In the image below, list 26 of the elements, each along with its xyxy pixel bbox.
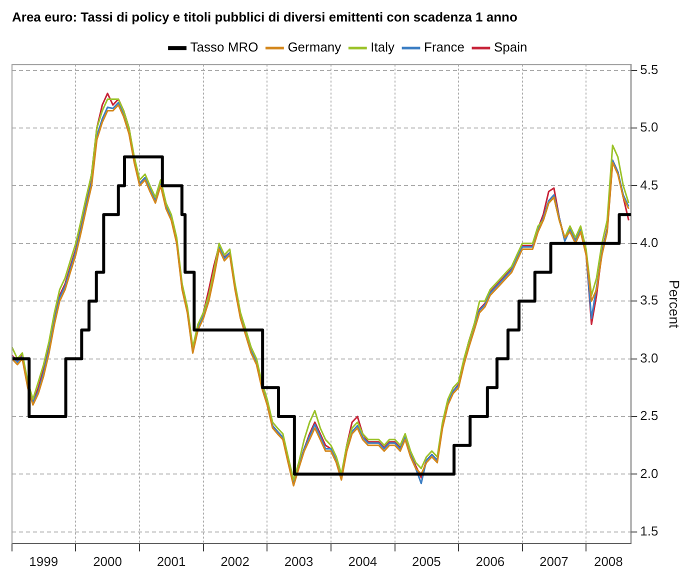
- x-tick-label: 2002: [220, 554, 250, 569]
- y-tick-label: 4.0: [640, 235, 658, 250]
- x-tick-label: 1999: [29, 554, 58, 569]
- x-tick-label: 2004: [348, 554, 378, 569]
- x-tick-label: 2005: [412, 554, 441, 569]
- y-axis-title: Percent: [666, 280, 683, 328]
- x-tick-label: 2000: [93, 554, 122, 569]
- legend-label: Tasso MRO: [190, 40, 258, 55]
- legend-label: France: [424, 40, 464, 55]
- y-tick-label: 5.0: [640, 120, 658, 135]
- y-tick-label: 2.0: [640, 466, 658, 481]
- x-tick-label: 2001: [156, 554, 186, 569]
- y-tick-label: 3.0: [640, 350, 658, 366]
- x-tick-label: 2007: [539, 554, 568, 569]
- legend-label: Germany: [288, 40, 342, 55]
- y-tick-label: 2.5: [640, 408, 658, 424]
- chart-title: Area euro: Tassi di policy e titoli pubblici di diversi emittenti con scadenza 1 anno: [12, 9, 518, 24]
- y-tick-label: 4.5: [640, 177, 658, 192]
- x-tick-label: 2006: [476, 554, 505, 569]
- x-tick-label: 2003: [284, 554, 314, 569]
- legend-label: Italy: [370, 40, 395, 55]
- y-tick-label: 5.5: [640, 62, 658, 77]
- x-tick-label: 2008: [594, 554, 623, 569]
- legend-label: Spain: [494, 40, 528, 55]
- y-tick-label: 3.5: [640, 292, 658, 308]
- y-tick-label: 1.5: [640, 523, 658, 538]
